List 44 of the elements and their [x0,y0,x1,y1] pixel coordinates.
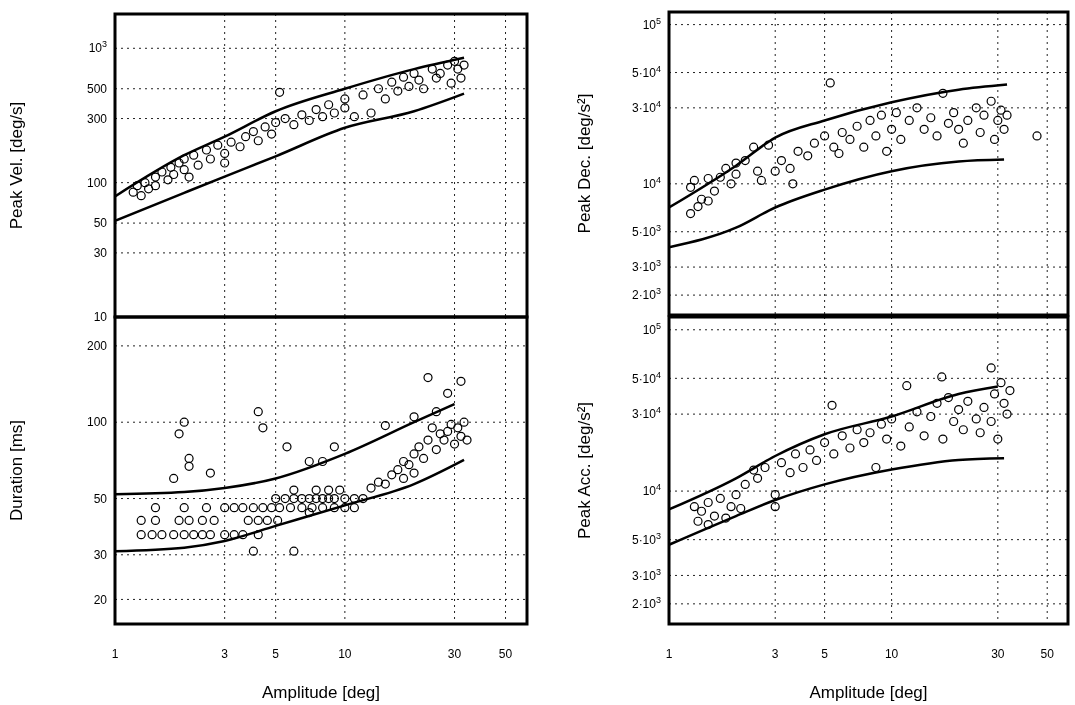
x-tick-label: 1 [665,647,673,661]
y-tick-label: 100 [86,415,108,430]
y-tick-label: 2·10$^{3}$ [631,595,661,612]
x-tick-label: 3 [771,647,779,661]
y-tick-label: 500 [86,81,108,96]
y-tick-label: 200 [86,339,108,354]
x-axis-title: Amplitude [deg] [809,683,928,702]
y-tick-label: 2·10$^{3}$ [631,286,661,303]
y-tick-label: 5·10$^{4}$ [631,63,661,80]
y-tick-label: 30 [93,547,108,562]
y-tick-label: 10$^{4}$ [642,175,661,192]
y-tick-label: 5·10$^{3}$ [631,530,661,547]
y-tick-label: 3·10$^{3}$ [631,566,661,583]
y-tick-label: 50 [93,216,108,231]
y-tick-label: 50 [93,491,108,506]
y-tick-label: 300 [86,111,108,126]
y-tick-label: 3·10$^{3}$ [631,258,661,275]
y-axis-title: Peak Vel. [deg/s] [7,101,26,230]
x-tick-label: 1 [111,647,119,661]
x-tick-label: 30 [447,647,462,661]
x-tick-label: 5 [272,647,280,661]
y-tick-label: 3·10$^{4}$ [631,405,661,422]
x-tick-label: 10 [338,647,352,661]
y-tick-label: 100 [86,175,108,190]
y-tick-label: 10$^{5}$ [642,15,661,32]
x-tick-label: 3 [221,647,229,661]
y-tick-label: 10$^{4}$ [642,482,661,499]
x-tick-label: 30 [991,647,1005,661]
y-tick-label: 10$^{3}$ [88,39,107,56]
y-tick-label: 3·10$^{4}$ [631,99,661,116]
y-tick-label: 5·10$^{4}$ [631,369,661,386]
x-tick-label: 5 [821,647,829,661]
y-axis-title: Duration [ms] [7,419,26,522]
x-tick-label: 10 [884,647,899,661]
y-tick-label: 30 [93,246,108,261]
x-axis-title: Amplitude [deg] [261,683,381,702]
y-tick-label: 5·10$^{3}$ [631,222,661,239]
y-tick-label: 20 [93,592,108,607]
x-tick-label: 50 [498,647,513,661]
y-tick-label: 10 [93,310,108,325]
y-axis-title: Peak Acc. [deg/s²] [575,401,594,540]
y-tick-label: 10$^{5}$ [642,320,661,337]
x-tick-label: 50 [1040,647,1055,661]
y-axis-title: Peak Dec. [deg/s²] [575,93,594,234]
